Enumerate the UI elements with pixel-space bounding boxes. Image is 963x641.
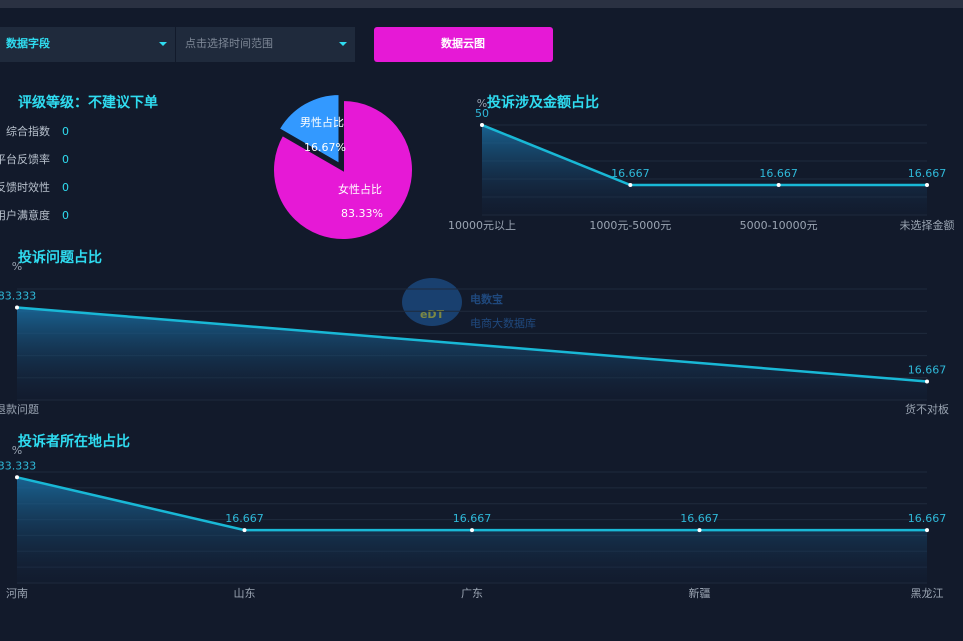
value-label: 16.667 — [225, 512, 264, 525]
area — [17, 307, 927, 400]
slice-name: 女性占比 — [338, 182, 382, 196]
value-label: 33.333 — [0, 459, 36, 472]
x-tick-label: 河南 — [6, 587, 28, 600]
value-label: 83.333 — [0, 290, 36, 303]
button-label: 数据云图 — [441, 36, 485, 50]
cloud-button[interactable] — [374, 27, 553, 62]
chart-title: 投诉者所在地占比 — [18, 433, 130, 450]
point — [776, 182, 781, 187]
chart-title: 投诉涉及金额占比 — [487, 94, 599, 111]
logo-text: eDT — [420, 308, 445, 321]
rating-title: 评级等级：不建议下单 — [18, 94, 158, 111]
brand-name: 电数宝 — [470, 292, 503, 306]
rating-label: 平台反馈率 — [0, 152, 50, 166]
rating-value: 0 — [62, 181, 69, 194]
select-box[interactable] — [176, 27, 355, 62]
point — [480, 123, 484, 127]
point — [15, 305, 19, 310]
value-label: 16.667 — [759, 167, 798, 180]
y-unit: % — [477, 97, 487, 110]
time-select[interactable]: 点击选择时间范围 — [176, 27, 355, 62]
value-label: 50 — [475, 107, 489, 120]
line — [16, 306, 928, 383]
slice-label: 16.67% — [304, 141, 346, 154]
x-tick-label: 未选择金额 — [900, 218, 955, 232]
chart-title: 投诉问题占比 — [18, 249, 102, 266]
x-tick-label: 货不对板 — [905, 402, 949, 416]
pie-slice — [277, 92, 341, 166]
value-label: 16.667 — [908, 363, 947, 376]
line — [481, 123, 927, 187]
x-tick-label: 山东 — [234, 587, 256, 600]
point — [628, 182, 633, 187]
x-tick-label: 10000元以上 — [448, 219, 516, 232]
point — [15, 475, 19, 480]
value-label: 16.667 — [611, 167, 650, 180]
field-select[interactable]: 数据字段 — [0, 27, 175, 62]
point — [470, 528, 474, 533]
area — [482, 125, 927, 215]
value-label: 16.667 — [908, 167, 947, 180]
caret — [339, 42, 347, 46]
value-label: 16.667 — [680, 512, 719, 525]
value-label: 16.667 — [453, 512, 492, 525]
y-unit: % — [12, 260, 22, 273]
logo-cloud — [402, 278, 462, 326]
x-tick-label: 广东 — [461, 587, 483, 600]
x-tick-label: 1000元-5000元 — [589, 219, 671, 232]
rating-label: 反馈时效性 — [0, 180, 50, 194]
x-tick-label: 新疆 — [689, 586, 711, 600]
select-placeholder: 点击选择时间范围 — [185, 36, 273, 50]
top-bar — [0, 0, 963, 8]
watermark: eDT 电数宝 电商大数据库 — [402, 278, 536, 330]
x-tick-label: 黑龙江 — [911, 587, 944, 600]
x-tick-label: 退款问题 — [0, 402, 39, 416]
rating-label: 综合指数 — [6, 124, 50, 138]
slice-label: 83.33% — [341, 207, 383, 220]
rating-label: 用户满意度 — [0, 208, 50, 222]
brand-sub: 电商大数据库 — [470, 316, 536, 330]
point — [925, 379, 929, 384]
pie-slice — [272, 98, 414, 241]
point — [925, 182, 929, 187]
value-label: 16.667 — [908, 512, 947, 525]
select-text: 数据字段 — [6, 36, 50, 50]
point — [242, 528, 247, 533]
caret — [159, 42, 167, 46]
point — [697, 528, 702, 533]
slice-name: 男性占比 — [300, 115, 344, 129]
rating-value: 0 — [62, 209, 69, 222]
rating-value: 0 — [62, 153, 69, 166]
point — [925, 528, 929, 533]
y-unit: % — [12, 444, 22, 457]
select-box[interactable] — [0, 27, 175, 62]
rating-value: 0 — [62, 125, 69, 138]
x-tick-label: 5000-10000元 — [740, 219, 818, 232]
